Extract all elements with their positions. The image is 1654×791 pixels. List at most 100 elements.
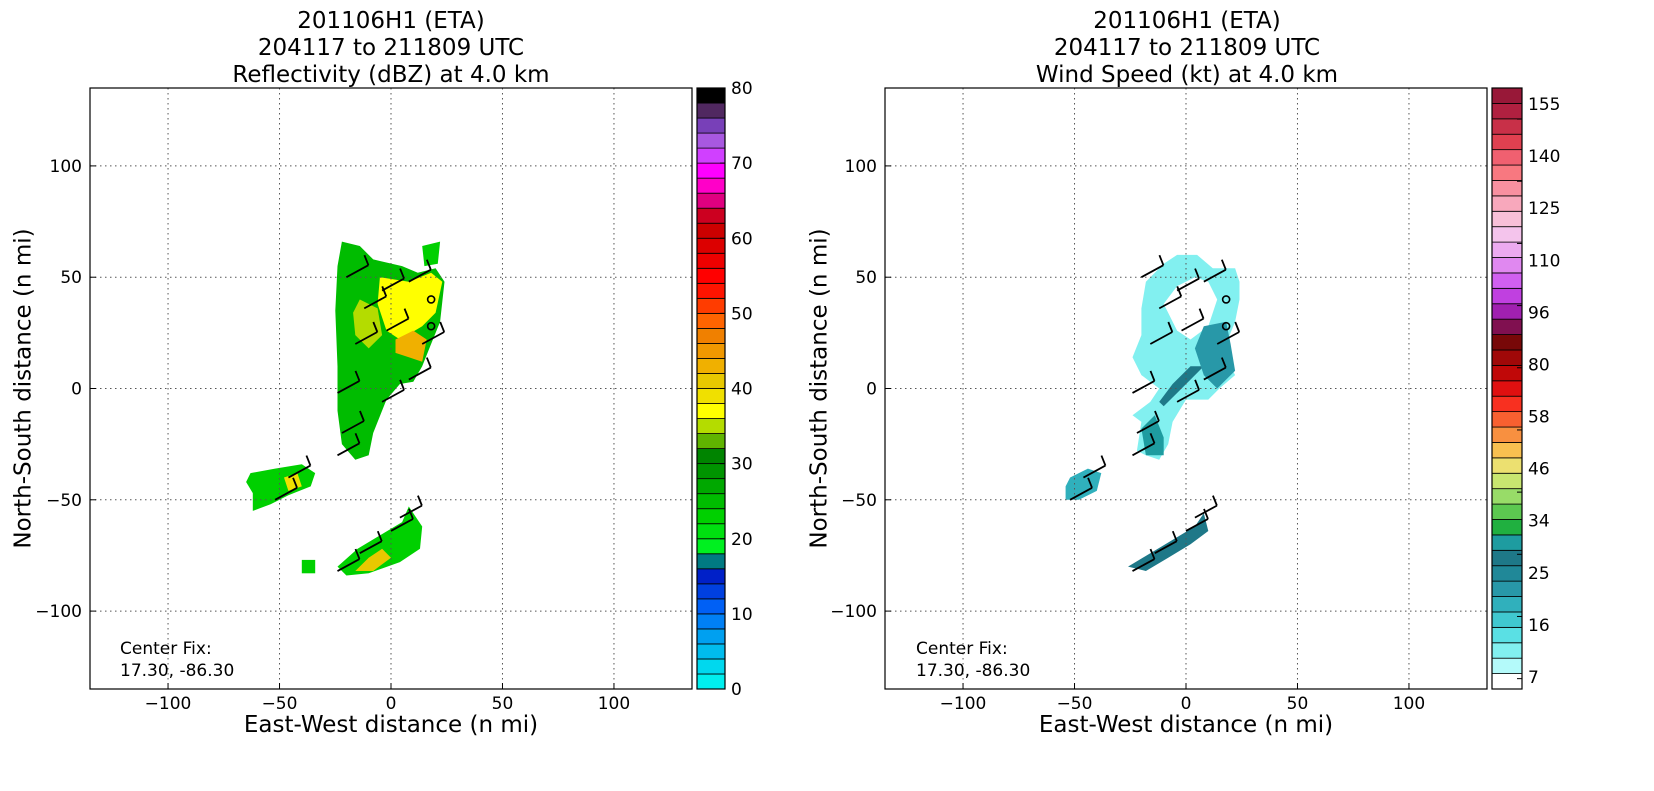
colorbar-tick-label: 30 — [731, 455, 753, 475]
chart-title-line: Wind Speed (kt) at 4.0 km — [1036, 62, 1338, 88]
colorbar-segment — [696, 207, 726, 224]
wind-barb-flag — [354, 370, 361, 382]
center-fix-annotation: Center Fix: — [916, 639, 1008, 659]
colorbar-segment — [696, 673, 726, 690]
y-tick-label: 0 — [866, 380, 877, 400]
wind-barb-flag — [1203, 508, 1209, 520]
colorbar-tick-label: 16 — [1528, 616, 1550, 636]
wind-barb — [1132, 380, 1155, 394]
grid — [90, 88, 692, 689]
colorbar-tick-label: 110 — [1528, 251, 1560, 271]
wind-barb — [421, 331, 445, 345]
x-axis-label: East-West distance (n mi) — [1039, 712, 1333, 738]
data-region-wind-south — [1128, 513, 1209, 571]
colorbar-segment — [696, 132, 726, 149]
colorbar-tick-label: 60 — [731, 229, 753, 249]
wind-barb — [1176, 277, 1200, 292]
data-region-south-isolated — [301, 559, 316, 574]
wind-barb — [1069, 487, 1093, 501]
colorbar-segment — [696, 358, 726, 374]
colorbar-segment — [1491, 611, 1523, 628]
colorbar-tick-label: 34 — [1528, 512, 1550, 532]
colorbar-segment — [696, 403, 726, 419]
colorbar-segment — [1491, 549, 1523, 567]
colorbar-segment — [1491, 87, 1523, 104]
colorbar-tick-label: 10 — [731, 605, 753, 625]
wind-barb — [337, 442, 360, 457]
x-tick-label: −50 — [262, 694, 298, 714]
wind-barb — [1140, 264, 1164, 278]
y-tick-label: −100 — [35, 602, 82, 622]
colorbar-segment — [1491, 642, 1523, 659]
wind-barb — [1132, 558, 1155, 572]
wind-barb — [390, 518, 414, 532]
chart-title-line: Reflectivity (dBZ) at 4.0 km — [232, 62, 549, 88]
wind-barb — [354, 331, 378, 345]
colorbar-segment — [696, 448, 726, 465]
wind-barb-flag — [1194, 268, 1200, 279]
x-tick-label: 100 — [598, 694, 630, 714]
colorbar-tick-label: 96 — [1528, 303, 1550, 323]
wind-barb — [1176, 389, 1200, 403]
wind-barb-flag — [354, 548, 361, 560]
data-region-main-core-3 — [395, 330, 427, 362]
wind-barb-flag — [376, 530, 383, 542]
wind-barb — [1136, 420, 1160, 434]
colorbar-segment — [1491, 380, 1523, 397]
colorbar-segment — [1491, 210, 1523, 228]
wind-barb-flag — [354, 432, 361, 444]
colorbar-tick-label: 40 — [731, 380, 753, 400]
wind-barb-flag — [1234, 321, 1241, 333]
y-tick-label: −50 — [841, 491, 877, 511]
wind-barb — [341, 420, 365, 434]
wind-barb-flag — [305, 455, 312, 466]
x-axis-label: East-West distance (n mi) — [244, 712, 538, 738]
colorbar-segment — [696, 162, 726, 179]
x-tick-label: 50 — [492, 694, 514, 714]
chart-title-line: 204117 to 211809 UTC — [1054, 35, 1320, 61]
wind-barb-flag — [1149, 548, 1156, 560]
x-tick-label: −100 — [940, 694, 987, 714]
wind-barb-flag — [359, 410, 365, 422]
wind-barb-flag — [1149, 432, 1156, 444]
center-fix-annotation: 17.30, -86.30 — [916, 661, 1030, 681]
y-axis-label: North-South distance (n mi) — [807, 228, 833, 548]
colorbar-segment — [696, 508, 726, 525]
chart-title-line: 204117 to 211809 UTC — [258, 35, 524, 61]
wind-barb — [1216, 331, 1240, 345]
colorbar-segment — [1491, 519, 1523, 536]
x-tick-label: −100 — [145, 694, 192, 714]
colorbar-segment — [696, 433, 726, 450]
colorbar-segment — [1491, 626, 1523, 644]
x-tick-label: 100 — [1393, 694, 1425, 714]
colorbar-segment — [1491, 657, 1523, 674]
colorbar-segment — [696, 327, 726, 344]
wind-barb-flag — [399, 379, 405, 391]
colorbar-segment — [696, 538, 726, 555]
wind-barb-flag — [426, 357, 432, 368]
colorbar-tick-label: 140 — [1528, 147, 1560, 167]
data-region-wind-main-inner — [1163, 277, 1218, 340]
colorbar-segment — [1491, 673, 1523, 690]
wind-barb-flag — [399, 268, 405, 279]
colorbar-segment — [696, 493, 726, 510]
colorbar-segment — [696, 297, 726, 314]
wind-barb — [1203, 268, 1227, 283]
colorbar-segment — [696, 583, 726, 600]
colorbar-segment — [1491, 442, 1523, 459]
colorbar-segment — [696, 192, 726, 209]
colorbar-segment — [1491, 457, 1523, 474]
wind-barb — [1185, 518, 1209, 532]
colorbar-segment — [696, 147, 726, 164]
colorbar-segment — [696, 613, 726, 630]
colorbar-tick-label: 0 — [731, 680, 742, 700]
colorbar-segment — [1491, 503, 1523, 520]
y-axis-label: North-South distance (n mi) — [11, 228, 37, 548]
y-tick-label: 100 — [50, 157, 82, 177]
data-region-wind-main-dark-1 — [1159, 366, 1204, 407]
wind-barb-flag — [1194, 379, 1200, 391]
wind-barb — [408, 366, 432, 381]
wind-barb — [1083, 464, 1106, 479]
wind-barb — [1132, 442, 1155, 457]
